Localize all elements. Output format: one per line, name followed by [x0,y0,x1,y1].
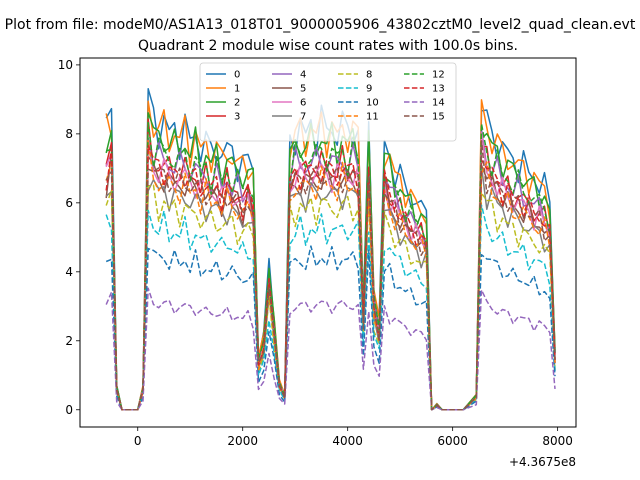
series-line-10 [105,245,556,411]
legend-label-11: 11 [366,112,379,123]
series-line-8 [105,184,556,411]
chart-title: Quadrant 2 module wise count rates with … [138,38,518,54]
series-line-9 [105,204,556,411]
x-tick-label-1: 2000 [227,434,258,448]
legend-label-5: 5 [300,84,306,95]
legend-label-14: 14 [432,98,445,109]
series-line-12 [105,121,556,411]
series-lines [105,88,556,411]
y-tick-label-5: 10 [58,58,73,72]
legend-label-10: 10 [366,98,379,109]
legend-label-9: 9 [366,84,372,95]
y-tick-label-3: 6 [65,196,73,210]
legend-label-12: 12 [432,70,445,81]
x-tick-label-3: 6000 [437,434,468,448]
x-axis: 0 2000 4000 6000 8000 [134,427,573,448]
x-tick-label-4: 8000 [542,434,573,448]
legend-label-3: 3 [234,112,240,123]
y-tick-label-1: 2 [65,334,73,348]
y-tick-label-4: 8 [65,127,73,141]
y-tick-label-2: 4 [65,265,73,279]
legend-label-8: 8 [366,70,372,81]
legend-label-13: 13 [432,84,445,95]
legend-label-4: 4 [300,70,306,81]
legend-label-15: 15 [432,112,445,123]
legend-label-6: 6 [300,98,306,109]
series-line-6 [105,132,556,411]
legend-box [199,62,457,142]
legend-label-7: 7 [300,112,306,123]
series-line-11 [105,139,556,411]
y-axis: 0 2 4 6 8 10 [58,58,80,417]
x-tick-label-0: 0 [134,434,142,448]
series-line-1 [105,99,556,411]
series-line-15 [105,140,556,411]
legend-label-2: 2 [234,98,240,109]
y-tick-label-0: 0 [65,403,73,417]
legend-label-1: 1 [234,84,240,95]
x-offset-label: +4.3675e8 [509,455,576,469]
x-tick-label-2: 4000 [332,434,363,448]
legend-label-0: 0 [234,70,240,81]
series-line-14 [105,287,556,411]
axes-frame [79,57,577,428]
figure-suptitle: Plot from file: modeM0/AS1A13_018T01_900… [5,17,636,33]
